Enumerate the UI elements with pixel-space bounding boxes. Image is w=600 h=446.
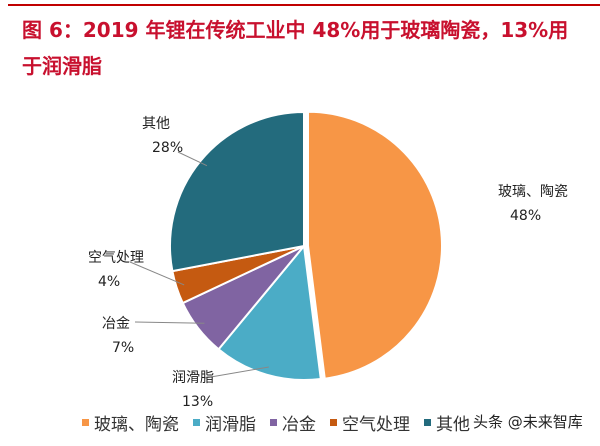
legend: 玻璃、陶瓷 润滑脂 冶金 空气处理 其他 [82, 410, 470, 435]
legend-swatch [193, 419, 200, 426]
pie-slice-1 [217, 243, 322, 381]
pie-slice-0 [306, 110, 443, 380]
slice-value-1: 13% [182, 394, 213, 410]
legend-swatch [82, 419, 89, 426]
slice-value-0: 48% [510, 208, 541, 224]
legend-item: 空气处理 [330, 410, 410, 435]
legend-swatch [424, 419, 431, 426]
slice-value-4: 28% [152, 140, 183, 156]
chart-title: 图 6：2019 年锂在传统工业中 48%用于玻璃陶瓷，13%用于润滑脂 [22, 18, 569, 78]
legend-swatch [330, 419, 337, 426]
watermark: 头条 @未来智库 [473, 411, 583, 432]
title-rule [8, 4, 600, 6]
legend-label: 空气处理 [342, 415, 410, 435]
legend-label: 冶金 [282, 415, 316, 435]
slice-value-3: 4% [98, 274, 120, 290]
legend-label: 润滑脂 [205, 415, 256, 435]
legend-swatch [270, 419, 277, 426]
slice-label-4: 其他 [142, 116, 170, 132]
legend-item: 润滑脂 [193, 410, 256, 435]
legend-item: 玻璃、陶瓷 [82, 410, 179, 435]
slice-value-2: 7% [112, 340, 134, 356]
slice-label-0: 玻璃、陶瓷 [498, 183, 568, 200]
leader-line-1 [204, 366, 269, 379]
legend-label: 玻璃、陶瓷 [94, 415, 179, 435]
legend-label: 其他 [436, 415, 470, 435]
slice-label-3: 空气处理 [88, 250, 144, 266]
leader-line-4 [177, 151, 208, 167]
leader-line-2 [134, 321, 205, 324]
leader-line-3 [129, 261, 185, 286]
legend-item: 冶金 [270, 410, 316, 435]
slice-label-1: 润滑脂 [172, 369, 214, 386]
legend-item: 其他 [424, 410, 470, 435]
pie-slice-4 [169, 110, 305, 273]
slice-label-2: 冶金 [102, 316, 130, 332]
